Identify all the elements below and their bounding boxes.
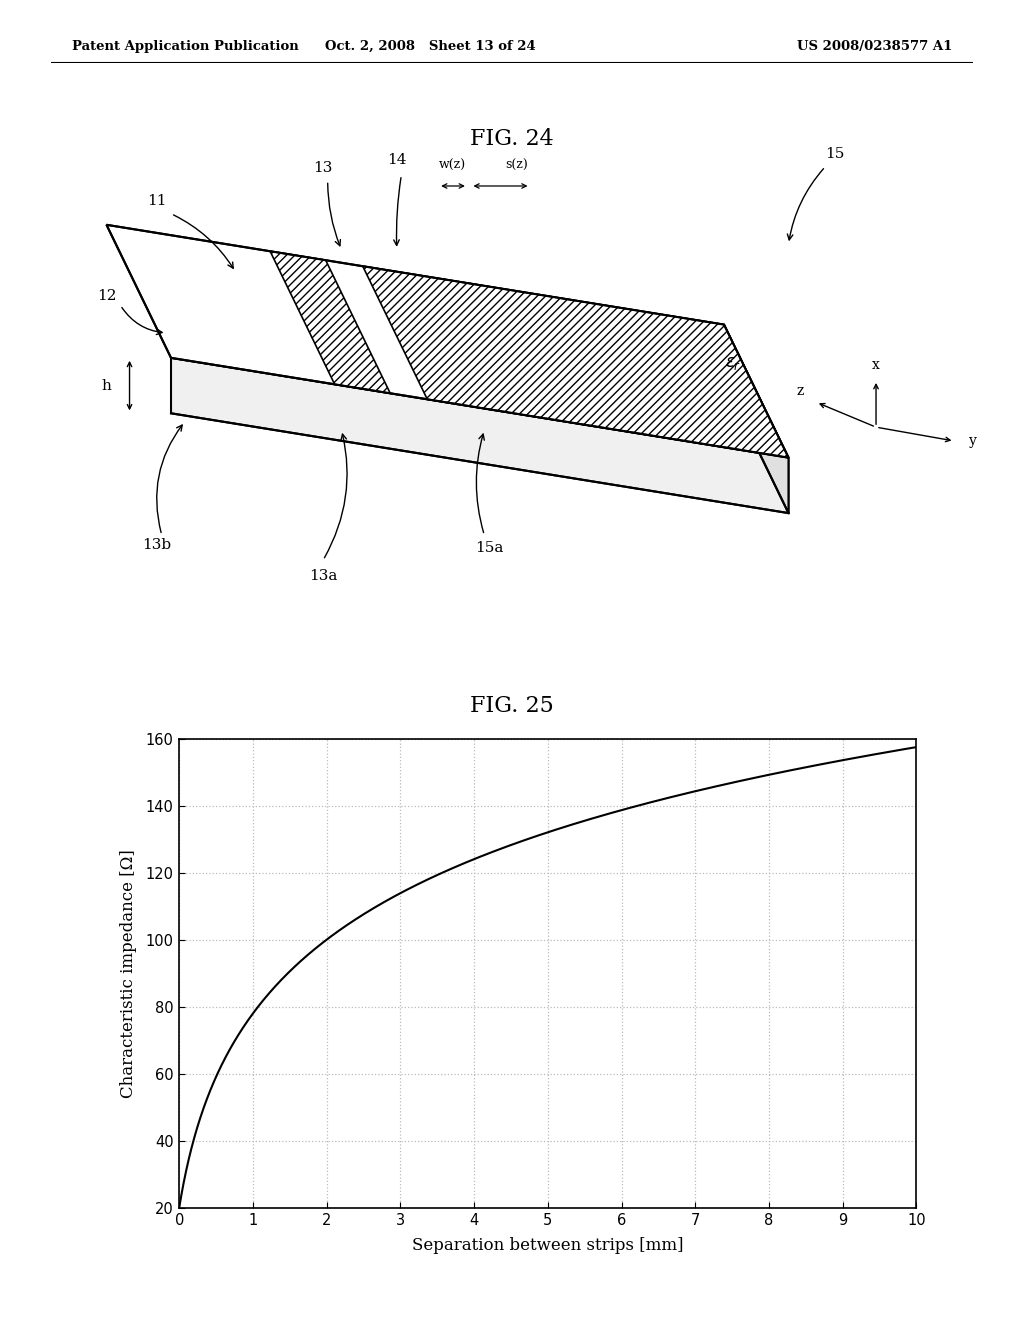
Text: 11: 11 [147,194,167,209]
Text: h: h [101,379,112,392]
Polygon shape [106,224,788,458]
Text: FIG. 25: FIG. 25 [470,696,554,717]
Polygon shape [724,325,788,513]
Y-axis label: Characteristic impedance [Ω]: Characteristic impedance [Ω] [120,849,137,1098]
Text: US 2008/0238577 A1: US 2008/0238577 A1 [797,40,952,53]
Text: x: x [872,358,880,372]
Text: Patent Application Publication: Patent Application Publication [72,40,298,53]
Text: y: y [969,434,977,447]
Text: 13a: 13a [309,569,337,582]
Text: w(z): w(z) [438,160,466,173]
Polygon shape [171,358,788,513]
Text: s(z): s(z) [505,160,528,173]
Polygon shape [270,251,390,393]
Text: 13: 13 [313,161,333,176]
Polygon shape [362,267,788,458]
Text: Oct. 2, 2008   Sheet 13 of 24: Oct. 2, 2008 Sheet 13 of 24 [325,40,536,53]
Text: 12: 12 [96,289,117,302]
Text: 15a: 15a [475,541,503,554]
Text: FIG. 24: FIG. 24 [470,128,554,149]
Text: $\varepsilon_r$: $\varepsilon_r$ [725,355,741,372]
Text: 14: 14 [387,153,407,166]
Text: 13b: 13b [142,539,172,552]
Text: z: z [797,384,804,399]
X-axis label: Separation between strips [mm]: Separation between strips [mm] [412,1237,684,1254]
Text: 15: 15 [825,148,844,161]
